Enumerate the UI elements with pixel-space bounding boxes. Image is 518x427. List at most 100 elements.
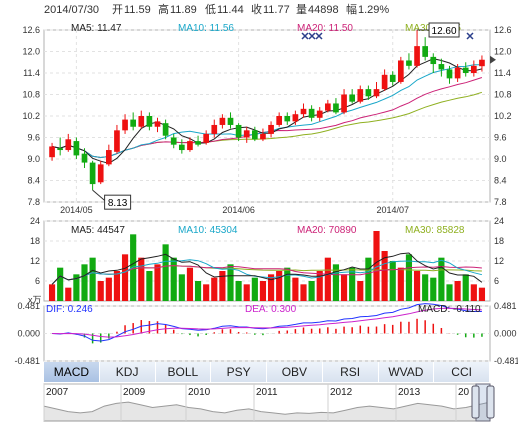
macd-tick-label-right: 0.000 (494, 329, 517, 339)
candle-body (381, 74, 388, 90)
volume-bar (276, 271, 283, 301)
tab-kdj[interactable]: KDJ (99, 362, 156, 382)
macd-tick-label-left: 0.481 (17, 301, 40, 311)
volume-bar (113, 271, 121, 301)
volume-label: 量 (296, 3, 307, 16)
event-marker-icon (315, 32, 323, 40)
volume-bar (73, 274, 80, 301)
macd-panel: 0.481 0.481 0.000 0.000 -0.481 -0.481 DIF: 0.2… (14, 301, 518, 366)
macd-tick-label-left: 0.000 (17, 329, 40, 339)
volume-bar (397, 267, 404, 301)
high-value: 11.89 (170, 4, 197, 16)
tab-boll[interactable]: BOLL (155, 362, 212, 382)
open-label: 开 (112, 4, 123, 16)
overview-year-label: 2007 (46, 387, 69, 398)
overview-year-label: 2012 (330, 387, 353, 398)
candle-body (373, 89, 380, 97)
candle-body (324, 103, 331, 111)
volume-bar (251, 277, 258, 301)
candle-body (65, 139, 72, 151)
volume-bar (211, 277, 218, 301)
price-x-tick-label: 2014/05 (60, 205, 93, 215)
tab-wvad[interactable]: WVAD (378, 362, 435, 382)
volume-tick-label-left: 12 (30, 256, 40, 266)
price-tick-label-right: 9.0 (494, 154, 507, 164)
candle-body (308, 108, 315, 118)
candle-body (454, 67, 461, 79)
open-value: 11.59 (124, 4, 151, 16)
candle-body (162, 123, 169, 136)
overview-navigator[interactable]: 2007 2009 2010 2011 2012 2013 20 (43, 383, 495, 422)
price-tick-label-left: 7.8 (27, 197, 40, 207)
volume-legend-item: MA10: 45304 (178, 225, 238, 236)
candle-body (243, 130, 250, 138)
candle-body (105, 150, 112, 165)
dea-line (52, 307, 482, 338)
volume-bar (470, 284, 477, 301)
volume-bar (259, 281, 267, 301)
price-x-tick-label: 2014/07 (376, 205, 409, 215)
volume-bar (284, 267, 291, 301)
volume-bar (162, 244, 169, 301)
price-tick-label-left: 8.4 (27, 176, 40, 186)
volume-bar (446, 284, 453, 301)
candle-body (73, 141, 80, 156)
overview-year-label: 2011 (256, 387, 278, 398)
candle-body (154, 121, 161, 127)
candle-body (406, 60, 412, 66)
volume-bar (389, 261, 396, 301)
price-tick-label-right: 11.4 (494, 68, 511, 78)
volume-bar (422, 274, 429, 301)
candle-body (49, 146, 55, 158)
tab-rsi[interactable]: RSI (322, 362, 379, 382)
candle-body (146, 116, 153, 127)
candle-body (422, 46, 429, 57)
candle-body (235, 124, 242, 138)
volume-bar (462, 274, 469, 301)
volume-bar (170, 257, 177, 301)
candle-body (97, 164, 104, 183)
volume-bar (227, 264, 234, 301)
candle-body (260, 133, 266, 140)
tab-macd[interactable]: MACD (44, 362, 100, 382)
volume-bar (438, 257, 445, 301)
volume-legend-item: MA5: 44547 (71, 225, 125, 236)
volume-bar (381, 251, 388, 301)
volume-bar (130, 234, 137, 301)
volume-bar (105, 277, 112, 301)
price-x-tick-label: 2014/06 (222, 205, 255, 215)
quote-header: 2014/07/30 开 11.59 高 11.89 低 11.44 收 11.… (44, 2, 389, 16)
event-marker-icon (301, 32, 309, 40)
candle-body (81, 153, 88, 163)
volume-bar (89, 257, 96, 301)
candle-body (122, 119, 128, 131)
event-marker-icon (466, 32, 474, 40)
volume-ma10-line (51, 259, 483, 285)
volume-bar (81, 264, 88, 301)
volume-bar (194, 281, 202, 301)
tab-cci[interactable]: CCI (434, 362, 490, 382)
volume-bar (340, 274, 348, 301)
volume-ma5-line (51, 252, 483, 285)
change-value: 1.29% (358, 4, 389, 16)
volume-bar (186, 267, 194, 301)
candle-body (89, 162, 96, 185)
price-tick-label-right: 12.0 (494, 47, 512, 57)
overview-area (43, 401, 491, 422)
event-marker-icon (308, 32, 316, 40)
overview-left-drag-handle (471, 385, 480, 419)
price-tick-label-right: 8.4 (494, 176, 507, 186)
volume-bar (373, 231, 380, 301)
volume-bar (324, 257, 331, 301)
candle-body (130, 119, 137, 127)
close-label: 收 (251, 2, 262, 16)
volume-bar (357, 281, 364, 301)
tab-psy[interactable]: PSY (211, 362, 267, 382)
price-tick-label-left: 12.0 (22, 47, 40, 57)
candle-body (203, 133, 210, 143)
candle-body (284, 116, 291, 122)
volume-tick-label-left: 24 (30, 216, 40, 226)
tab-obv[interactable]: OBV (267, 362, 323, 382)
volume-tick-label-left: 18 (30, 236, 40, 246)
